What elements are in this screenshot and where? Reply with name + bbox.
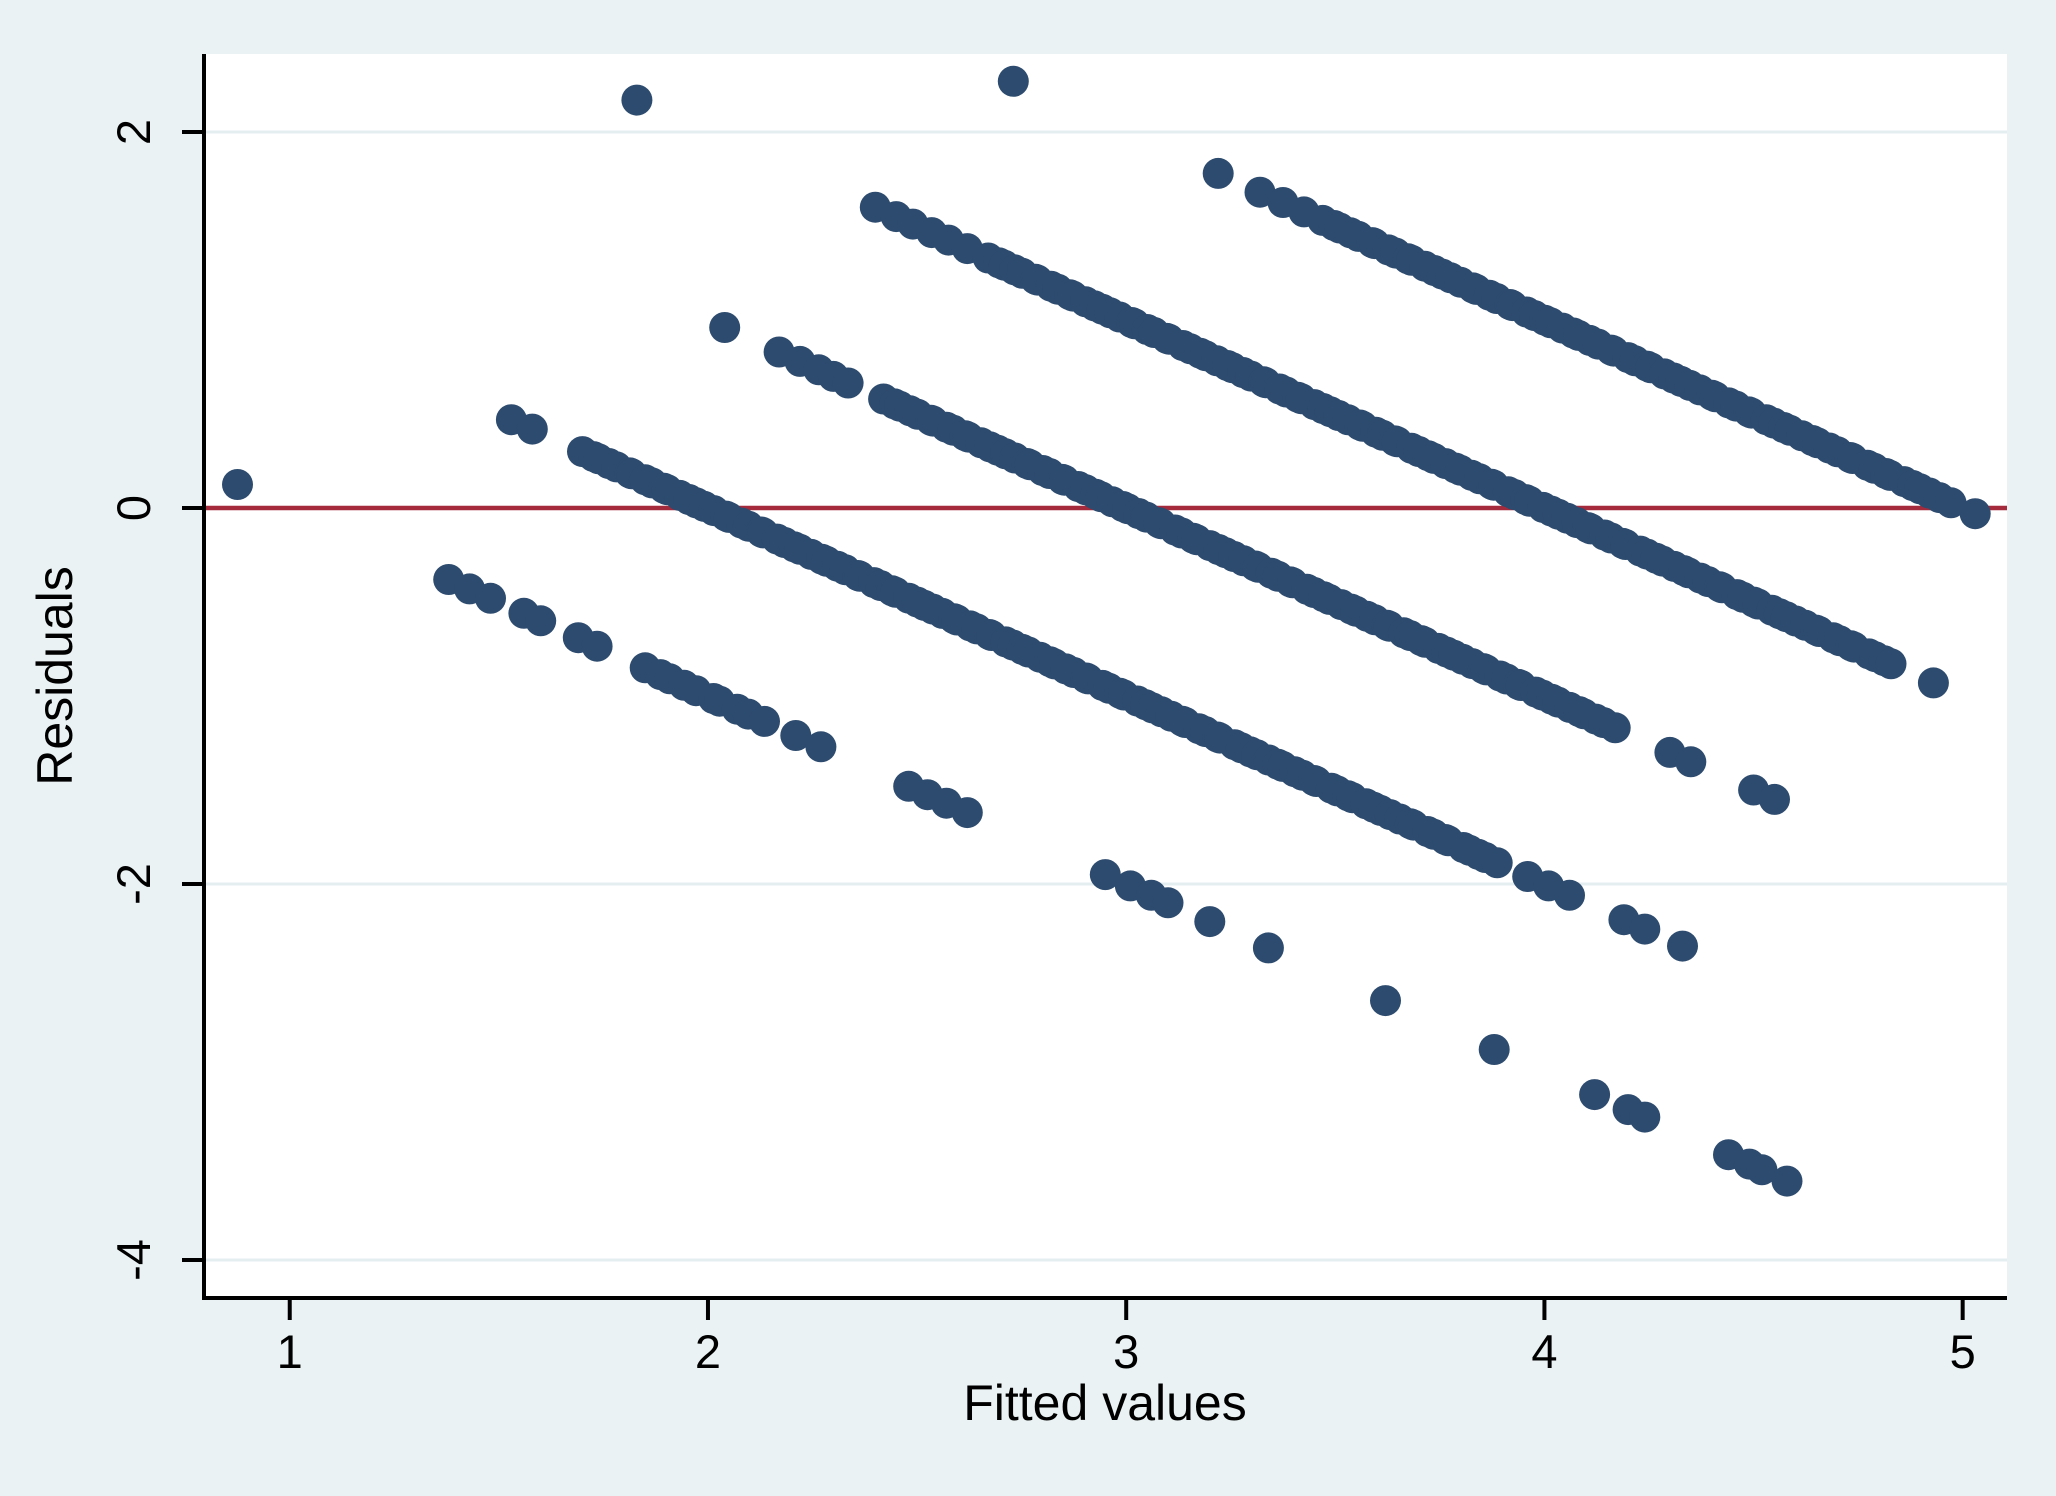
scatter-point [1675, 746, 1707, 778]
scatter-point [475, 582, 506, 614]
scatter-point [805, 731, 837, 763]
scatter-point [1746, 1154, 1778, 1186]
scatter-point [832, 367, 864, 399]
axes [202, 54, 2007, 1300]
scatter-point [749, 705, 780, 737]
scatter-point [1629, 1101, 1661, 1133]
scatter-point [1875, 648, 1907, 680]
scatter-point [1759, 783, 1790, 815]
tick-labels: 1 2 3 4 5 2 0 -2 -4 [107, 119, 1976, 1378]
scatter-point [621, 84, 653, 116]
x-tick-label: 1 [277, 1325, 303, 1378]
scatter-point [581, 630, 613, 662]
scatter-point [1771, 1165, 1803, 1197]
scatter-point [951, 797, 983, 829]
scatter-point [1252, 932, 1284, 964]
y-tick-label: 0 [107, 495, 160, 521]
scatter-point [780, 720, 812, 751]
scatter-point [516, 413, 548, 445]
scatter-point [1629, 913, 1661, 945]
scatter-point [1478, 1034, 1510, 1065]
scatter-point [1579, 1079, 1611, 1111]
scatter-point [997, 65, 1029, 97]
y-tick-label: -2 [107, 863, 160, 905]
x-tick-label: 3 [1113, 1325, 1139, 1378]
scatter-point [1370, 985, 1401, 1017]
scatter-point [525, 605, 557, 637]
scatter-point [1481, 847, 1513, 879]
scatter-point [1152, 887, 1184, 919]
scatter-point [1935, 487, 1967, 519]
x-tick-label: 5 [1950, 1325, 1976, 1378]
scatter-point [1194, 906, 1226, 938]
y-axis-title: Residuals [27, 566, 83, 786]
scatter-point [1599, 712, 1631, 744]
scatter-point [222, 469, 253, 500]
x-tick-label: 2 [695, 1325, 721, 1378]
scatter-point [1917, 667, 1949, 699]
scatter-points [222, 65, 1991, 1197]
scatter-point [1554, 879, 1585, 911]
scatter-point [1959, 498, 1991, 530]
y-tick-label: -4 [107, 1239, 160, 1281]
y-tick-label: 2 [107, 119, 160, 145]
x-tick-label: 4 [1531, 1325, 1557, 1378]
scatter-point [1667, 930, 1698, 962]
x-axis-title: Fitted values [963, 1375, 1246, 1431]
scatter-point [709, 312, 741, 343]
tick-marks [182, 130, 1965, 1320]
scatter-point [1202, 157, 1234, 189]
scatter-point [1089, 859, 1121, 891]
